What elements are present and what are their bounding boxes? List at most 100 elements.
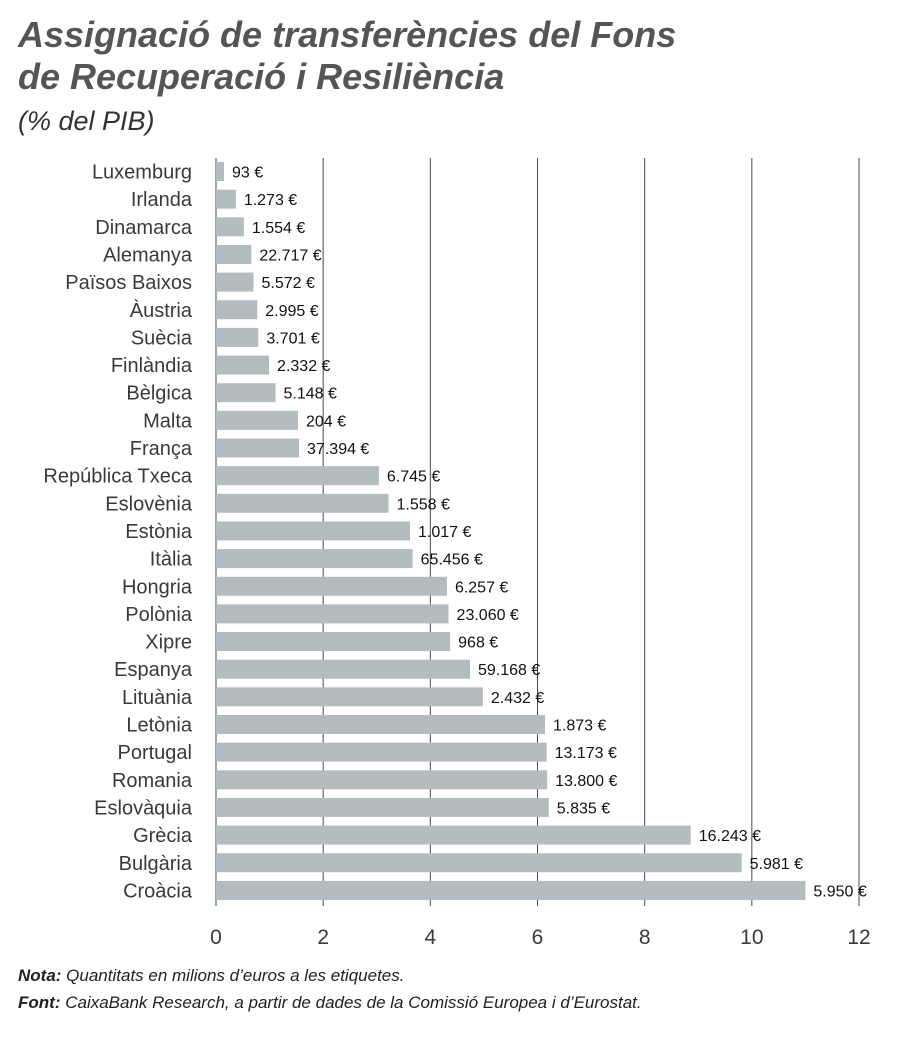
- category-label: Estònia: [125, 521, 193, 543]
- category-label: Eslovàquia: [94, 797, 193, 819]
- category-label: Grècia: [133, 825, 193, 847]
- data-label: 2.432 €: [491, 690, 544, 707]
- data-label: 5.148 €: [283, 386, 336, 403]
- bar: [216, 687, 483, 707]
- bar: [216, 770, 548, 790]
- category-label: Finlàndia: [111, 355, 193, 377]
- bar-chart: Luxemburg Irlanda Dinamarca Alemanya Països …: [43, 158, 871, 949]
- bar: [216, 742, 547, 762]
- source-text: CaixaBank Research, a partir de dades de…: [60, 993, 642, 1012]
- category-label: República Txeca: [43, 466, 192, 488]
- bar: [216, 383, 276, 403]
- category-label: Lituània: [122, 687, 193, 709]
- data-label: 13.800 €: [555, 773, 617, 790]
- bars: [216, 162, 806, 900]
- data-label: 37.394 €: [307, 441, 369, 458]
- data-label: 5.572 €: [262, 275, 315, 292]
- category-label: Eslovènia: [105, 493, 193, 515]
- category-label: Alemanya: [103, 244, 193, 266]
- category-label: Hongria: [122, 576, 193, 598]
- data-labels: 93 € 1.273 € 1.554 € 22.717 € 5.572 € 2.995 €…: [232, 165, 867, 901]
- note-line: Nota: Quantitats en milions d’euros a le…: [18, 962, 642, 989]
- data-label: 6.745 €: [387, 469, 440, 486]
- data-label: 3.701 €: [266, 330, 319, 347]
- data-label: 1.017 €: [418, 524, 471, 541]
- x-tick-label: 6: [532, 926, 544, 949]
- data-label: 968 €: [458, 635, 498, 652]
- data-label: 204 €: [306, 413, 346, 430]
- source-label: Font:: [18, 993, 61, 1012]
- category-label: Irlanda: [131, 189, 193, 211]
- data-label: 6.257 €: [455, 579, 508, 596]
- data-label: 5.981 €: [750, 856, 803, 873]
- data-label: 2.332 €: [277, 358, 330, 375]
- category-label: Malta: [143, 410, 193, 432]
- category-label: Itàlia: [150, 549, 193, 571]
- chart-title-line-1: Assignació de transferències del Fons: [18, 14, 677, 55]
- bar: [216, 549, 413, 569]
- bar: [216, 576, 447, 596]
- bar: [216, 880, 806, 900]
- bar: [216, 466, 379, 486]
- bar: [216, 604, 449, 624]
- x-tick-label: 0: [210, 926, 222, 949]
- x-tick-label: 10: [740, 926, 763, 949]
- data-label: 1.558 €: [397, 496, 450, 513]
- bar: [216, 410, 298, 430]
- bar: [216, 272, 254, 292]
- notes: Nota: Quantitats en milions d’euros a le…: [18, 962, 642, 1016]
- category-label: Croàcia: [123, 880, 193, 902]
- category-label: Romania: [112, 770, 193, 792]
- bar: [216, 825, 691, 845]
- data-label: 5.835 €: [557, 800, 610, 817]
- category-label: Països Baixos: [65, 272, 192, 294]
- category-labels: Luxemburg Irlanda Dinamarca Alemanya Països …: [43, 162, 192, 903]
- category-label: Espanya: [114, 659, 193, 681]
- data-label: 59.168 €: [478, 662, 540, 679]
- bar: [216, 244, 252, 264]
- note-label: Nota:: [18, 966, 62, 985]
- bar: [216, 217, 244, 237]
- chart-subtitle: (% del PIB): [18, 106, 155, 136]
- x-axis-ticks: 0 2 4 6 8 10 12: [210, 926, 871, 949]
- data-label: 2.995 €: [265, 303, 318, 320]
- category-label: Àustria: [130, 299, 193, 322]
- data-label: 16.243 €: [699, 828, 761, 845]
- bar: [216, 797, 549, 817]
- bar: [216, 438, 300, 458]
- x-tick-label: 8: [639, 926, 651, 949]
- x-tick-label: 12: [847, 926, 870, 949]
- category-label: Bèlgica: [126, 383, 192, 405]
- source-line: Font: CaixaBank Research, a partir de da…: [18, 989, 642, 1016]
- data-label: 5.950 €: [813, 883, 866, 900]
- data-label: 1.873 €: [553, 718, 606, 735]
- bar: [216, 521, 410, 541]
- bar: [216, 659, 470, 679]
- chart-title: Assignació de transferències del Fons de…: [18, 14, 676, 98]
- data-label: 22.717 €: [259, 247, 321, 264]
- chart-title-line-2: de Recuperació i Resiliència: [18, 56, 505, 97]
- x-tick-label: 4: [424, 926, 436, 949]
- data-label: 1.554 €: [252, 220, 305, 237]
- category-label: Dinamarca: [95, 217, 193, 239]
- data-label: 65.456 €: [421, 552, 483, 569]
- data-label: 23.060 €: [457, 607, 519, 624]
- x-tick-label: 2: [317, 926, 329, 949]
- bar: [216, 355, 270, 375]
- category-label: Letònia: [126, 715, 192, 737]
- bar: [216, 715, 546, 734]
- bar: [216, 853, 742, 873]
- category-label: Polònia: [125, 604, 193, 626]
- category-label: Suècia: [131, 327, 193, 349]
- note-text: Quantitats en milions d’euros a les etiq…: [61, 966, 405, 985]
- category-label: Luxemburg: [92, 162, 192, 184]
- data-label: 93 €: [232, 165, 263, 182]
- data-label: 1.273 €: [244, 192, 297, 209]
- data-label: 13.173 €: [555, 745, 617, 762]
- bar: [216, 162, 225, 181]
- bar: [216, 327, 259, 347]
- category-label: Portugal: [118, 742, 193, 764]
- bar: [216, 493, 389, 513]
- category-label: França: [130, 438, 193, 460]
- category-label: Bulgària: [119, 853, 193, 875]
